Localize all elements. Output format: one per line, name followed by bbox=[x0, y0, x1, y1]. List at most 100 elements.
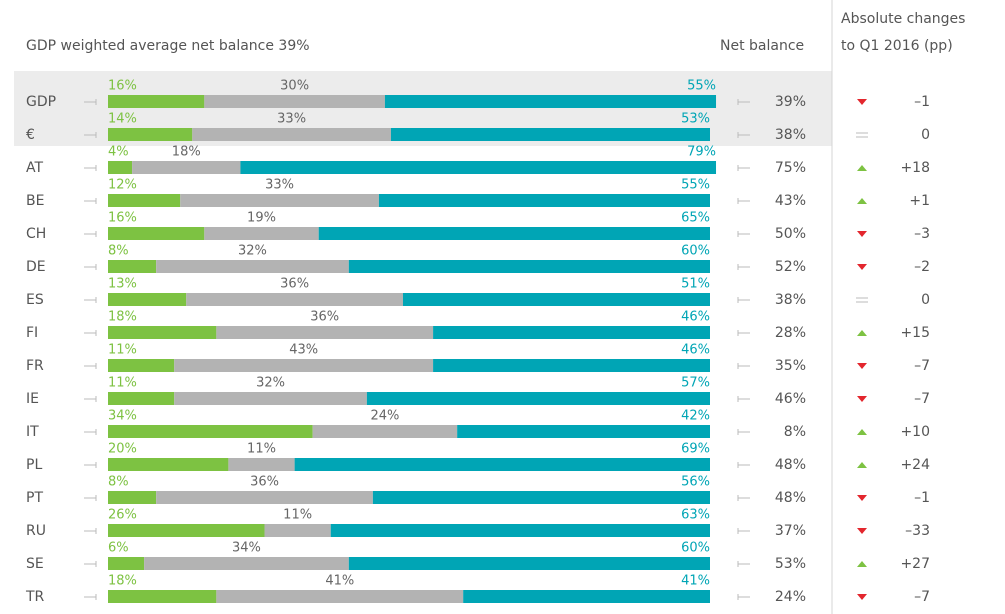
bar-label: 11% bbox=[108, 343, 137, 358]
bar-segment bbox=[180, 194, 379, 207]
change-indicator bbox=[857, 462, 867, 468]
change-value: +1 bbox=[909, 193, 930, 209]
change-indicator bbox=[857, 528, 867, 534]
bar-segment bbox=[108, 557, 145, 570]
category-label: TR bbox=[25, 589, 45, 605]
bar-label: 18% bbox=[108, 310, 137, 325]
bar-segment bbox=[108, 326, 217, 339]
net-balance-value: 8% bbox=[784, 424, 806, 440]
category-label: AT bbox=[26, 160, 43, 176]
bar-label: 33% bbox=[265, 178, 294, 193]
change-value: –7 bbox=[914, 589, 930, 605]
net-balance-value: 46% bbox=[775, 391, 806, 407]
bar-label: 6% bbox=[108, 541, 129, 556]
change-indicator bbox=[857, 231, 867, 237]
category-label: GDP bbox=[26, 94, 56, 110]
change-value: –2 bbox=[914, 259, 930, 275]
bar-label: 4% bbox=[108, 145, 129, 160]
bar-segment bbox=[108, 161, 133, 174]
change-indicator bbox=[857, 429, 867, 435]
bar-label: 14% bbox=[108, 112, 137, 127]
bar-label: 18% bbox=[108, 574, 137, 589]
bar-segment bbox=[366, 392, 710, 405]
net-balance-value: 43% bbox=[775, 193, 806, 209]
category-label: IT bbox=[26, 424, 39, 440]
change-value: +24 bbox=[900, 457, 930, 473]
bar-segment bbox=[402, 293, 710, 306]
bar-segment bbox=[216, 326, 434, 339]
bar-label: 33% bbox=[277, 112, 306, 127]
category-label: PL bbox=[26, 457, 42, 473]
bar-label: 24% bbox=[370, 409, 399, 424]
category-label: FI bbox=[26, 325, 38, 341]
bar-segment bbox=[433, 359, 710, 372]
bar-segment bbox=[108, 590, 217, 603]
change-indicator bbox=[857, 330, 867, 336]
bar-segment bbox=[108, 128, 193, 141]
bar-segment bbox=[330, 524, 710, 537]
bar-label: 8% bbox=[108, 244, 129, 259]
change-header: to Q1 2016 (pp) bbox=[841, 38, 953, 54]
bar-label: 26% bbox=[108, 508, 137, 523]
change-value: +15 bbox=[900, 325, 930, 341]
change-value: –3 bbox=[914, 226, 930, 242]
bar-segment bbox=[132, 161, 241, 174]
bar-segment bbox=[108, 524, 265, 537]
net-balance-value: 75% bbox=[775, 160, 806, 176]
change-indicator bbox=[857, 363, 867, 369]
change-value: 0 bbox=[921, 292, 930, 308]
change-value: +10 bbox=[900, 424, 930, 440]
bar-segment bbox=[378, 194, 710, 207]
bar-label: 36% bbox=[250, 475, 279, 490]
bar-label: 65% bbox=[681, 211, 710, 226]
bar-segment bbox=[463, 590, 710, 603]
bar-segment bbox=[318, 227, 710, 240]
net-balance-value: 35% bbox=[775, 358, 806, 374]
net-balance-value: 52% bbox=[775, 259, 806, 275]
bar-segment bbox=[384, 95, 717, 108]
bar-label: 55% bbox=[681, 178, 710, 193]
bar-label: 19% bbox=[247, 211, 276, 226]
bar-segment bbox=[204, 95, 385, 108]
change-value: 0 bbox=[921, 127, 930, 143]
bar-segment bbox=[264, 524, 331, 537]
bar-label: 36% bbox=[280, 277, 309, 292]
net-balance-value: 48% bbox=[775, 490, 806, 506]
bar-label: 43% bbox=[289, 343, 318, 358]
bar-segment bbox=[294, 458, 710, 471]
bar-segment bbox=[108, 293, 187, 306]
change-value: –1 bbox=[914, 490, 930, 506]
category-label: € bbox=[26, 127, 35, 143]
bar-label: 46% bbox=[681, 310, 710, 325]
bar-label: 41% bbox=[681, 574, 710, 589]
net-balance-value: 24% bbox=[775, 589, 806, 605]
bar-label: 12% bbox=[108, 178, 137, 193]
change-value: +27 bbox=[900, 556, 930, 572]
bar-label: 32% bbox=[238, 244, 267, 259]
bar-label: 51% bbox=[681, 277, 710, 292]
chart-title: GDP weighted average net balance 39% bbox=[26, 38, 310, 54]
bar-segment bbox=[457, 425, 710, 438]
bar-label: 16% bbox=[108, 211, 137, 226]
change-value: –7 bbox=[914, 358, 930, 374]
change-indicator bbox=[857, 198, 867, 204]
change-value: –7 bbox=[914, 391, 930, 407]
change-value: –1 bbox=[914, 94, 930, 110]
bar-segment bbox=[108, 194, 181, 207]
bar-label: 32% bbox=[256, 376, 285, 391]
bar-label: 18% bbox=[172, 145, 201, 160]
bar-segment bbox=[312, 425, 458, 438]
category-label: RU bbox=[26, 523, 46, 539]
category-label: FR bbox=[26, 358, 44, 374]
change-indicator bbox=[857, 165, 867, 171]
net-balance-value: 48% bbox=[775, 457, 806, 473]
bar-segment bbox=[108, 458, 229, 471]
bar-segment bbox=[156, 491, 373, 504]
bar-label: 60% bbox=[681, 244, 710, 259]
category-label: DE bbox=[26, 259, 46, 275]
bar-segment bbox=[108, 491, 157, 504]
bar-segment bbox=[204, 227, 319, 240]
bar-segment bbox=[174, 359, 434, 372]
bar-label: 34% bbox=[108, 409, 137, 424]
bar-segment bbox=[240, 161, 717, 174]
